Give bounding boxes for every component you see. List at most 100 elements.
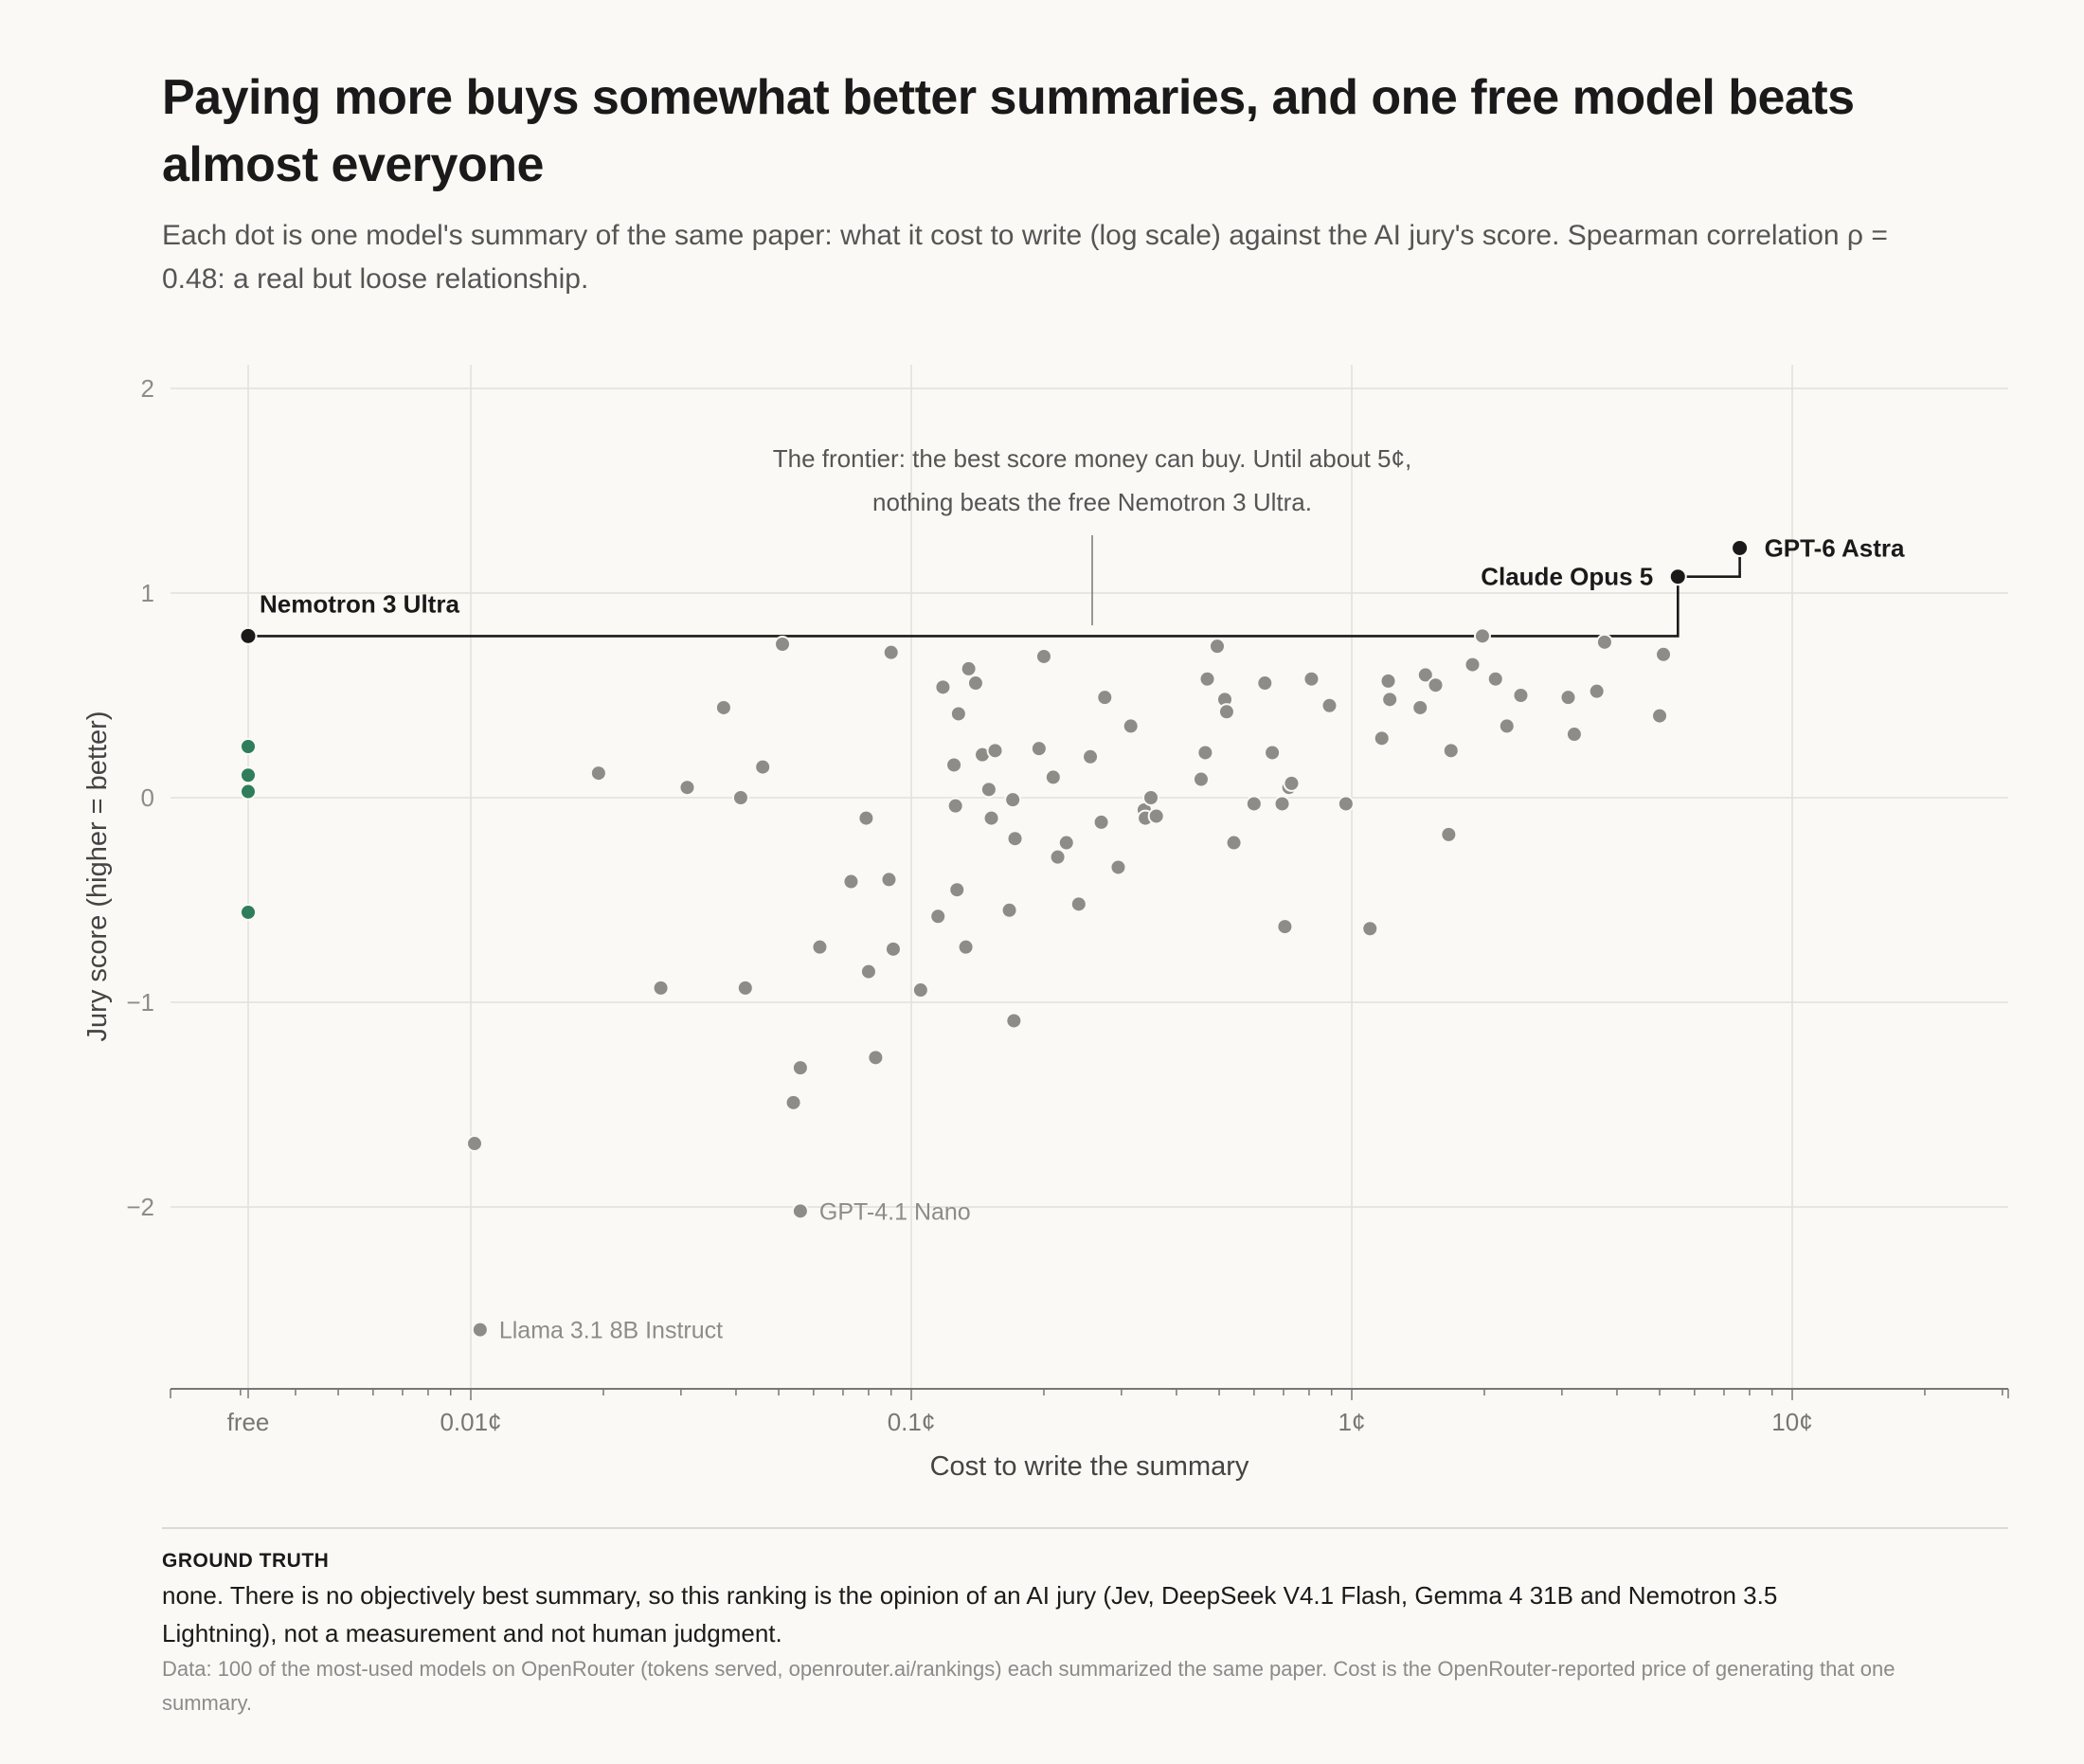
ground-truth-heading: GROUND TRUTH	[162, 1550, 330, 1572]
labels: The frontier: the best score money can b…	[260, 444, 1905, 1344]
data-point	[1651, 707, 1669, 725]
data-point	[1057, 834, 1075, 852]
data-point	[1000, 901, 1018, 919]
x-tick-label: 10¢	[1771, 1408, 1812, 1436]
x-axis-title: Cost to write the summary	[930, 1451, 1249, 1482]
data-point	[1141, 789, 1159, 806]
data-point	[1361, 920, 1379, 938]
y-tick-label: 1	[141, 579, 154, 607]
data-point	[960, 659, 978, 677]
data-point	[1559, 689, 1577, 707]
data-point	[1196, 744, 1214, 762]
y-tick-label: −2	[126, 1193, 154, 1221]
data-point	[842, 873, 860, 891]
highlight-point	[1668, 567, 1687, 586]
data-point	[946, 797, 964, 815]
y-tick-label: 2	[141, 374, 154, 403]
data-point	[774, 636, 792, 653]
data-point	[1004, 791, 1022, 809]
data-point	[934, 678, 952, 696]
data-point	[1245, 795, 1263, 813]
frontier-annotation: The frontier: the best score money can b…	[773, 444, 1411, 473]
chart-title: Paying more buys somewhat better summari…	[162, 70, 1855, 192]
data-point	[859, 963, 877, 981]
data-point	[945, 756, 963, 774]
x-tick-label: 0.01¢	[440, 1408, 501, 1436]
data-point	[1192, 770, 1210, 788]
data-point	[731, 789, 749, 806]
data-point	[1442, 742, 1460, 760]
data-point	[1147, 807, 1165, 825]
data-point	[1486, 670, 1504, 688]
data-point	[1049, 848, 1067, 866]
data-point	[982, 809, 1000, 827]
data-point	[1464, 656, 1482, 674]
data-point	[1276, 918, 1294, 936]
data-point	[1109, 858, 1127, 876]
data-point	[882, 643, 900, 661]
data-point	[1030, 740, 1048, 758]
highlight-label: GPT-6 Astra	[1765, 533, 1905, 562]
data-point	[652, 979, 670, 997]
data-point	[949, 705, 967, 723]
data-point	[811, 938, 829, 956]
data-point	[678, 779, 696, 797]
highlight-label: Nemotron 3 Ultra	[260, 589, 459, 618]
data-point	[1427, 676, 1445, 694]
source-note: Data: 100 of the most-used models on Ope…	[162, 1657, 1895, 1715]
data-point	[1565, 726, 1583, 744]
data-point	[857, 809, 875, 827]
data-point	[1096, 689, 1114, 707]
data-point	[1337, 795, 1355, 813]
labeled-point	[471, 1321, 489, 1339]
footer-divider	[162, 1527, 2008, 1529]
data-point	[1283, 774, 1301, 792]
y-tick-label: −1	[126, 988, 154, 1017]
data-point	[1379, 672, 1397, 690]
data-point	[1082, 747, 1100, 765]
data-point	[1217, 703, 1235, 721]
y-axis-title: Jury score (higher = better)	[82, 711, 113, 1042]
data-point	[1588, 682, 1606, 700]
data-point	[1264, 744, 1282, 762]
ground-truth-text: none. There is no objectively best summa…	[162, 1581, 1778, 1647]
free-point	[240, 738, 257, 755]
free-point	[240, 783, 257, 801]
free-point	[240, 766, 257, 784]
data-point	[465, 1135, 483, 1153]
data-point	[791, 1059, 809, 1077]
data-point	[1069, 895, 1087, 913]
data-point	[911, 981, 929, 999]
data-point	[1092, 813, 1110, 831]
chart-subtitle: Each dot is one model's summary of the s…	[162, 220, 1888, 295]
data-point	[1006, 830, 1024, 848]
frontier-line	[248, 548, 1741, 638]
data-point	[1373, 729, 1391, 747]
data-point	[1595, 633, 1613, 651]
data-point	[867, 1049, 885, 1067]
highlight-point	[1731, 538, 1750, 557]
x-tick-label: free	[227, 1408, 270, 1436]
points	[239, 538, 1750, 1339]
x-tick-label: 1¢	[1338, 1408, 1366, 1436]
data-point	[736, 979, 754, 997]
data-point	[1225, 834, 1243, 852]
data-point	[1512, 687, 1530, 704]
highlight-label: Claude Opus 5	[1481, 563, 1653, 591]
point-label: Llama 3.1 8B Instruct	[499, 1318, 723, 1344]
frontier-annotation: nothing beats the free Nemotron 3 Ultra.	[872, 488, 1312, 516]
data-point	[1005, 1012, 1023, 1030]
highlight-point	[239, 626, 258, 645]
data-point	[1034, 647, 1052, 665]
data-point	[589, 765, 607, 783]
data-point	[1302, 670, 1320, 688]
data-point	[1320, 696, 1338, 714]
data-point	[957, 938, 975, 956]
data-point	[1198, 670, 1216, 688]
data-point	[880, 871, 898, 889]
data-point	[1440, 825, 1458, 843]
data-point	[1411, 698, 1429, 716]
data-point	[948, 881, 966, 899]
data-point	[1208, 638, 1226, 656]
